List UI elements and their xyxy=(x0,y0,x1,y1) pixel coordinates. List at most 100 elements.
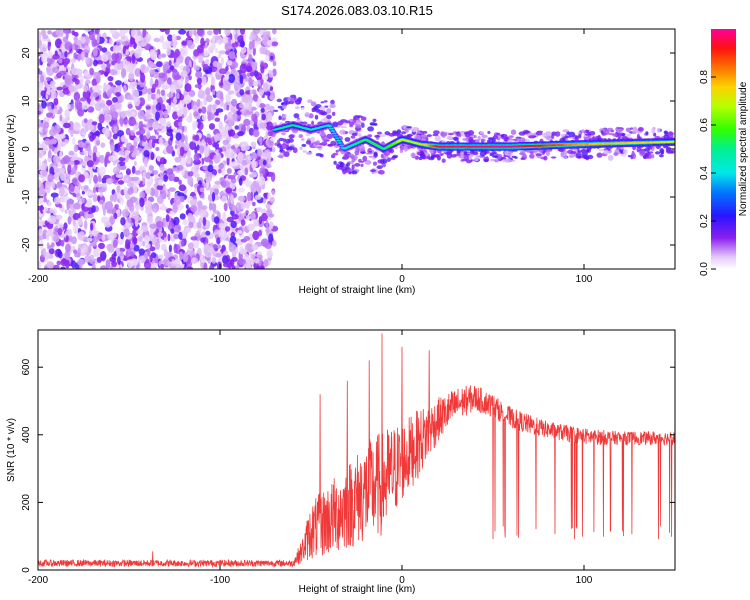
heatmap-noise-cell xyxy=(87,123,95,131)
heatmap-signal-halo xyxy=(353,115,360,120)
snr-ylabel: SNR (10 * v/v) xyxy=(6,418,17,482)
heatmap-noise-cell xyxy=(200,237,206,243)
heatmap-signal-halo xyxy=(650,154,655,159)
heatmap-noise-cell xyxy=(46,112,54,118)
heatmap-signal-halo xyxy=(558,148,565,152)
heatmap-noise-cell xyxy=(170,228,175,234)
heatmap-signal-halo xyxy=(364,160,372,165)
heatmap-signal-halo xyxy=(345,164,349,167)
heatmap-signal-halo xyxy=(607,154,614,161)
heatmap-noise-cell xyxy=(219,177,225,182)
heatmap-signal-halo xyxy=(433,130,440,135)
heatmap-signal-halo xyxy=(355,120,363,125)
heatmap-noise-cell xyxy=(243,144,250,151)
heatmap-noise-cell xyxy=(92,152,97,163)
heatmap-noise-cell xyxy=(44,220,48,226)
heatmap-signal-halo xyxy=(562,129,569,133)
heatmap-noise-cell xyxy=(97,174,102,183)
heatmap-noise-cell xyxy=(259,122,268,129)
heatmap-noise-cell xyxy=(223,202,228,212)
heatmap-noise-cell xyxy=(226,104,230,111)
heatmap-noise-cell xyxy=(54,171,61,181)
heatmap-noise-cell xyxy=(159,163,165,172)
heatmap-signal-halo xyxy=(644,147,651,152)
heatmap-noise-cell xyxy=(188,75,192,81)
x-tick-label: -200 xyxy=(28,575,48,586)
heatmap-signal-halo xyxy=(294,106,300,110)
heatmap-noise-cell xyxy=(206,95,213,103)
heatmap-signal-halo xyxy=(320,118,327,123)
heatmap-noise-cell xyxy=(231,265,236,269)
heatmap-noise-cell xyxy=(152,83,156,91)
heatmap-signal-halo xyxy=(621,133,625,137)
heatmap-noise-cell xyxy=(93,92,99,98)
heatmap-signal-halo xyxy=(472,152,479,156)
heatmap-signal-halo xyxy=(489,152,497,155)
heatmap-noise-cell xyxy=(258,176,266,186)
heatmap-noise-cell xyxy=(188,30,193,37)
heatmap-signal-halo xyxy=(310,136,316,143)
heatmap-noise-cell xyxy=(113,126,118,134)
heatmap-signal-core xyxy=(334,137,340,140)
heatmap-signal-halo xyxy=(302,150,308,153)
heatmap-noise-cell xyxy=(252,29,261,35)
heatmap-signal-halo xyxy=(474,156,479,162)
heatmap-noise-cell xyxy=(118,150,125,156)
heatmap-noise-cell xyxy=(172,70,180,81)
heatmap-noise-cell xyxy=(39,123,45,128)
heatmap-noise-cell xyxy=(121,67,127,78)
heatmap-noise-cell xyxy=(64,117,68,124)
heatmap-noise-cell xyxy=(256,265,265,269)
heatmap-noise-cell xyxy=(71,260,77,269)
heatmap-noise-cell xyxy=(39,83,43,90)
heatmap-signal-halo xyxy=(351,132,359,136)
heatmap-noise-cell xyxy=(73,202,81,210)
heatmap-noise-cell xyxy=(197,55,204,61)
heatmap-noise-cell xyxy=(48,215,56,225)
heatmap-signal-halo xyxy=(388,132,396,137)
heatmap-noise-cell xyxy=(40,43,48,54)
heatmap-noise-cell xyxy=(207,164,214,173)
heatmap-noise-cell xyxy=(139,191,145,200)
heatmap-noise-cell xyxy=(267,131,274,137)
heatmap-signal-halo xyxy=(370,169,376,172)
heatmap-noise-cell xyxy=(164,29,170,35)
x-tick-label: 100 xyxy=(576,575,593,586)
heatmap-signal-halo xyxy=(646,151,650,156)
y-tick-label: 400 xyxy=(21,426,32,443)
heatmap-noise-cell xyxy=(148,139,153,150)
heatmap-noise-cell xyxy=(131,54,136,64)
heatmap-noise-cell xyxy=(71,67,79,76)
heatmap-noise-cell xyxy=(224,150,231,159)
heatmap-noise-cell xyxy=(201,114,207,121)
heatmap-noise-cell xyxy=(87,145,91,152)
heatmap-signal-halo xyxy=(504,158,512,163)
heatmap-noise-cell xyxy=(53,196,61,205)
heatmap-noise-cell xyxy=(130,81,138,87)
heatmap-noise-cell xyxy=(165,214,170,223)
heatmap-noise-cell xyxy=(231,213,239,220)
heatmap-noise-cell xyxy=(133,97,141,107)
heatmap-noise-cell xyxy=(224,226,231,232)
heatmap-noise-cell xyxy=(58,186,65,197)
heatmap-noise-cell xyxy=(182,252,189,263)
heatmap-noise-cell xyxy=(213,29,220,35)
heatmap-noise-cell xyxy=(54,38,62,49)
heatmap-signal-halo xyxy=(273,109,279,112)
heatmap-noise-cell xyxy=(63,222,68,231)
heatmap-noise-cell xyxy=(57,227,63,236)
heatmap-noise-cell xyxy=(218,222,225,230)
heatmap-noise-cell xyxy=(259,103,266,109)
heatmap-noise-cell xyxy=(106,62,111,69)
heatmap-noise-cell xyxy=(256,206,263,212)
heatmap-signal-halo xyxy=(272,122,278,126)
heatmap-noise-cell xyxy=(64,109,70,119)
heatmap-signal-halo xyxy=(403,146,408,152)
heatmap-noise-cell xyxy=(200,258,208,264)
heatmap-signal-halo xyxy=(281,143,287,150)
heatmap-signal-halo xyxy=(434,135,441,142)
heatmap-noise-cell xyxy=(233,147,241,154)
heatmap-noise-cell xyxy=(237,151,244,162)
heatmap-noise-cell xyxy=(126,243,131,250)
